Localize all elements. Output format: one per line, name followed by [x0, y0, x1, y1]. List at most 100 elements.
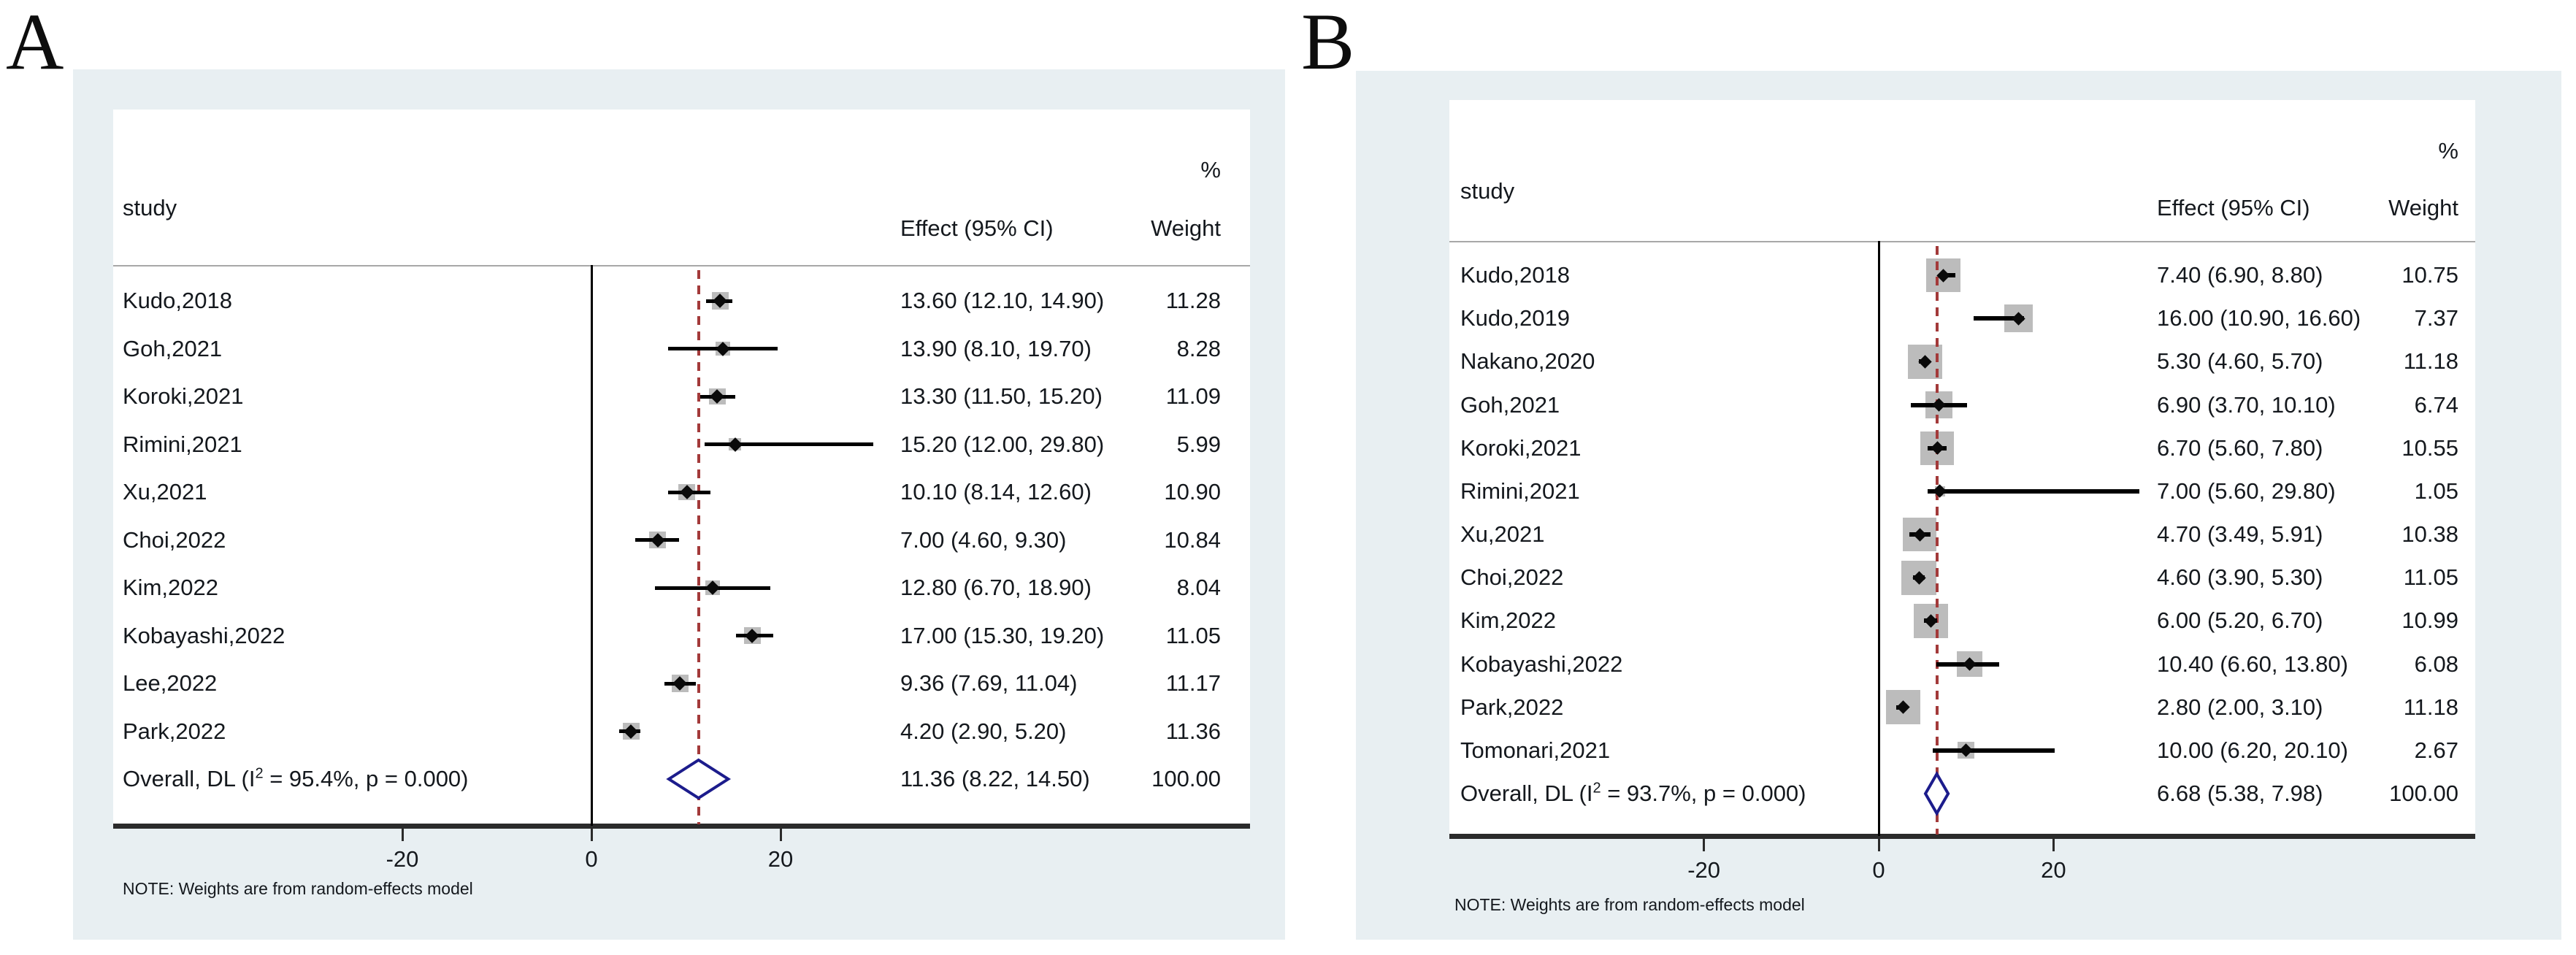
- effect-value: 17.00 (15.30, 19.20): [900, 622, 1105, 648]
- overall-label: Overall, DL (I2 = 95.4%, p = 0.000): [123, 765, 469, 791]
- study-label: Nakano,2020: [1460, 348, 1595, 375]
- study-label: Kobayashi,2022: [1460, 651, 1623, 677]
- weight-value: 11.18: [2403, 348, 2458, 375]
- col-header-percent: %: [1200, 157, 1221, 183]
- study-label: Kudo,2018: [123, 288, 232, 313]
- zero-line: [1877, 241, 1880, 836]
- weight-value: 8.28: [1176, 335, 1221, 361]
- study-label: Koroki,2021: [1460, 434, 1582, 461]
- weight-value: 11.05: [2403, 564, 2458, 591]
- weight-value: 11.17: [1165, 670, 1221, 696]
- x-axis-tick-label: -20: [1687, 857, 1720, 883]
- ci-line: [705, 442, 873, 446]
- effect-value: 16.00 (10.90, 16.60): [2157, 305, 2361, 331]
- effect-value: 5.30 (4.60, 5.70): [2157, 348, 2323, 375]
- random-effects-note: NOTE: Weights are from random-effects mo…: [123, 879, 473, 898]
- weight-value: 10.38: [2401, 521, 2458, 548]
- overall-effect-dashed-line: [697, 270, 701, 824]
- effect-value: 4.60 (3.90, 5.30): [2157, 564, 2323, 591]
- study-label: Kim,2022: [1460, 607, 1556, 634]
- col-header-study: study: [123, 195, 177, 220]
- effect-value: 15.20 (12.00, 29.80): [900, 431, 1105, 457]
- effect-value: 6.70 (5.60, 7.80): [2157, 434, 2323, 461]
- overall-diamond: [666, 758, 732, 800]
- weight-value: 2.67: [2414, 737, 2458, 763]
- x-axis: [113, 824, 1250, 829]
- x-axis-tick: [779, 829, 782, 841]
- study-label: Choi,2022: [1460, 564, 1564, 591]
- effect-value: 4.70 (3.49, 5.91): [2157, 521, 2323, 548]
- weight-value: 10.75: [2401, 262, 2458, 288]
- panel-a-label: A: [6, 0, 64, 86]
- weight-value: 7.37: [2414, 305, 2458, 331]
- effect-value: 13.30 (11.50, 15.20): [900, 383, 1103, 409]
- study-label: Lee,2022: [123, 670, 218, 696]
- x-axis-tick-label: 20: [2041, 857, 2066, 883]
- overall-weight-value: 100.00: [1151, 766, 1221, 791]
- effect-value: 6.90 (3.70, 10.10): [2157, 391, 2336, 418]
- effect-value: 10.00 (6.20, 20.10): [2157, 737, 2348, 763]
- ci-line: [1933, 748, 2055, 753]
- study-label: Goh,2021: [1460, 391, 1560, 418]
- effect-value: 12.80 (6.70, 18.90): [900, 575, 1092, 600]
- header-separator-line: [113, 265, 1250, 266]
- overall-label: Overall, DL (I2 = 93.7%, p = 0.000): [1460, 780, 1806, 807]
- study-label: Goh,2021: [123, 335, 223, 361]
- study-label: Kudo,2019: [1460, 305, 1570, 331]
- study-label: Park,2022: [1460, 694, 1564, 720]
- effect-value: 13.60 (12.10, 14.90): [900, 288, 1105, 313]
- effect-value: 10.40 (6.60, 13.80): [2157, 651, 2348, 677]
- col-header-effect: Effect (95% CI): [900, 215, 1054, 241]
- weight-value: 10.90: [1164, 479, 1221, 505]
- col-header-percent: %: [2438, 138, 2458, 164]
- effect-value: 6.00 (5.20, 6.70): [2157, 607, 2323, 634]
- weight-value: 11.18: [2403, 694, 2458, 720]
- weight-value: 5.99: [1176, 431, 1221, 457]
- panel-b-label: B: [1301, 0, 1355, 86]
- overall-diamond: [1924, 771, 1950, 817]
- study-label: Xu,2021: [1460, 521, 1545, 548]
- weight-value: 11.09: [1165, 383, 1221, 409]
- effect-value: 9.36 (7.69, 11.04): [900, 670, 1078, 696]
- study-label: Choi,2022: [123, 526, 226, 553]
- x-axis-tick-label: -20: [386, 846, 419, 872]
- x-axis-tick: [590, 829, 593, 841]
- overall-effect-value: 6.68 (5.38, 7.98): [2157, 781, 2323, 807]
- x-axis-tick: [401, 829, 404, 841]
- ci-line: [1928, 488, 2139, 494]
- overall-weight-value: 100.00: [2389, 781, 2458, 807]
- x-axis-tick: [1703, 839, 1706, 851]
- effect-value: 4.20 (2.90, 5.20): [900, 718, 1067, 744]
- study-label: Tomonari,2021: [1460, 737, 1611, 763]
- header-separator-line: [1449, 241, 2475, 242]
- col-header-weight: Weight: [2388, 195, 2458, 220]
- ci-line: [1974, 316, 2024, 321]
- study-label: Kim,2022: [123, 575, 218, 600]
- study-label: Rimini,2021: [1460, 478, 1580, 504]
- overall-effect-dashed-line: [1935, 246, 1939, 835]
- study-label: Koroki,2021: [123, 383, 244, 409]
- study-label: Kobayashi,2022: [123, 622, 285, 648]
- effect-value: 7.00 (5.60, 29.80): [2157, 478, 2336, 504]
- zero-line: [590, 265, 593, 826]
- effect-value: 13.90 (8.10, 19.70): [900, 335, 1092, 361]
- plot-area: [1449, 100, 2475, 839]
- study-label: Park,2022: [123, 718, 226, 744]
- i-squared-superscript: 2: [1592, 780, 1601, 797]
- weight-value: 10.99: [2401, 607, 2458, 634]
- weight-value: 10.55: [2401, 434, 2458, 461]
- weight-value: 6.74: [2414, 391, 2458, 418]
- x-axis: [1449, 834, 2475, 839]
- col-header-weight: Weight: [1151, 215, 1221, 241]
- random-effects-note: NOTE: Weights are from random-effects mo…: [1454, 895, 1805, 914]
- weight-value: 1.05: [2414, 478, 2458, 504]
- x-axis-tick-label: 0: [585, 846, 598, 872]
- x-axis-tick-label: 0: [1872, 857, 1885, 883]
- plot-area: [113, 110, 1250, 829]
- weight-value: 8.04: [1176, 575, 1221, 600]
- col-header-effect: Effect (95% CI): [2157, 195, 2310, 220]
- study-label: Xu,2021: [123, 479, 207, 505]
- weight-value: 11.36: [1165, 718, 1221, 744]
- weight-value: 6.08: [2414, 651, 2458, 677]
